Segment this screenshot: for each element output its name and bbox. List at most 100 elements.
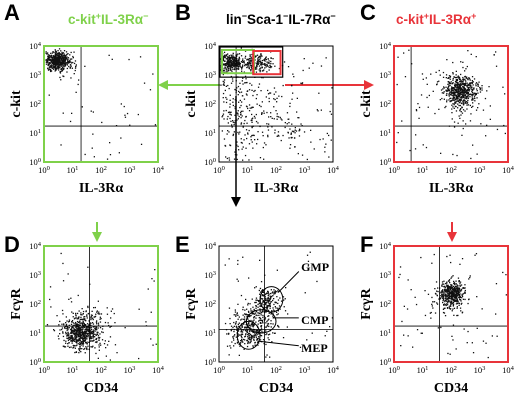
gate-mep xyxy=(236,320,261,350)
y-tick-label: 101 xyxy=(204,328,216,339)
y-tick-label: 104 xyxy=(379,241,392,252)
x-axis-label: IL-3Rα xyxy=(79,181,124,196)
y-axis-label: FcγR xyxy=(359,287,374,319)
scatter-dots xyxy=(398,253,507,359)
x-tick-label: 104 xyxy=(327,165,340,176)
gate-lin-neg xyxy=(219,46,284,78)
x-tick-label: 101 xyxy=(417,165,429,176)
x-tick-label: 102 xyxy=(95,365,107,376)
y-tick-label: 100 xyxy=(29,157,41,168)
y-axis-label: c-kit xyxy=(184,90,199,118)
y-axis-label: FcγR xyxy=(184,287,199,319)
panel-frame xyxy=(43,245,159,363)
x-axis-label: CD34 xyxy=(434,381,468,396)
x-tick-label: 100 xyxy=(38,165,50,176)
x-tick-label: 102 xyxy=(445,165,457,176)
y-tick-label: 100 xyxy=(379,357,391,368)
y-tick-label: 101 xyxy=(379,328,391,339)
x-tick-label: 103 xyxy=(124,365,136,376)
y-tick-label: 103 xyxy=(204,70,216,81)
y-tick-label: 103 xyxy=(29,70,41,81)
x-tick-label: 104 xyxy=(152,165,165,176)
x-tick-label: 101 xyxy=(417,365,429,376)
x-tick-label: 102 xyxy=(270,365,282,376)
y-tick-label: 104 xyxy=(204,241,217,252)
panel-letter: E xyxy=(175,232,190,257)
x-tick-label: 101 xyxy=(67,365,79,376)
x-tick-label: 100 xyxy=(388,365,400,376)
x-tick-label: 102 xyxy=(95,165,107,176)
panel-letter: A xyxy=(4,0,20,25)
x-tick-label: 103 xyxy=(474,365,486,376)
y-tick-label: 102 xyxy=(29,299,41,310)
panel-frame xyxy=(218,245,334,363)
scatter-dots xyxy=(220,47,333,161)
panel-letter: D xyxy=(4,232,20,257)
x-axis-label: IL-3Rα xyxy=(429,181,474,196)
y-tick-label: 101 xyxy=(204,128,216,139)
panel-frame xyxy=(218,45,334,163)
y-axis-label: c-kit xyxy=(9,90,24,118)
y-axis-label: FcγR xyxy=(9,287,24,319)
x-tick-label: 101 xyxy=(242,165,254,176)
panel-title: c-kit+IL-3Rα+ xyxy=(396,11,476,27)
x-tick-label: 103 xyxy=(124,165,136,176)
panel-title: c-kit+IL-3Rα− xyxy=(68,11,148,27)
panel-title: lin−Sca-1−IL-7Rα− xyxy=(226,11,336,27)
population-label-gmp: GMP xyxy=(301,260,329,274)
x-tick-label: 100 xyxy=(38,365,50,376)
y-tick-label: 104 xyxy=(379,41,392,52)
x-tick-label: 100 xyxy=(213,165,225,176)
y-tick-label: 100 xyxy=(379,157,391,168)
y-tick-label: 102 xyxy=(379,99,391,110)
population-label-mep: MEP xyxy=(301,341,328,355)
scatter-dots xyxy=(45,48,157,160)
panel-letter: F xyxy=(360,232,373,257)
x-tick-label: 101 xyxy=(242,365,254,376)
y-tick-label: 100 xyxy=(29,357,41,368)
y-tick-label: 104 xyxy=(204,41,217,52)
y-tick-label: 103 xyxy=(204,270,216,281)
gate-il3r-pos xyxy=(252,50,282,76)
panel-frame xyxy=(393,45,509,163)
x-tick-label: 104 xyxy=(502,165,515,176)
x-tick-label: 104 xyxy=(327,365,340,376)
x-axis-label: IL-3Rα xyxy=(254,181,299,196)
y-tick-label: 103 xyxy=(379,70,391,81)
x-tick-label: 102 xyxy=(445,365,457,376)
y-tick-label: 103 xyxy=(29,270,41,281)
y-tick-label: 101 xyxy=(29,128,41,139)
panel-frame xyxy=(43,45,159,163)
x-tick-label: 102 xyxy=(270,165,282,176)
y-tick-label: 102 xyxy=(379,299,391,310)
x-axis-label: CD34 xyxy=(84,381,118,396)
y-tick-label: 102 xyxy=(204,299,216,310)
x-tick-label: 100 xyxy=(388,165,400,176)
x-tick-label: 103 xyxy=(474,165,486,176)
scatter-dots xyxy=(396,49,506,160)
y-tick-label: 104 xyxy=(29,241,42,252)
y-tick-label: 102 xyxy=(29,99,41,110)
y-tick-label: 102 xyxy=(204,99,216,110)
panel-frame xyxy=(393,245,509,363)
panel-letter: B xyxy=(175,0,191,25)
y-axis-label: c-kit xyxy=(359,90,374,118)
panel-letter: C xyxy=(360,0,376,25)
x-tick-label: 103 xyxy=(299,165,311,176)
y-tick-label: 101 xyxy=(29,328,41,339)
x-axis-label: CD34 xyxy=(259,381,293,396)
y-tick-label: 101 xyxy=(379,128,391,139)
x-tick-label: 101 xyxy=(67,165,79,176)
x-tick-label: 104 xyxy=(502,365,515,376)
y-tick-label: 104 xyxy=(29,41,42,52)
x-tick-label: 103 xyxy=(299,365,311,376)
x-tick-label: 104 xyxy=(152,365,165,376)
y-tick-label: 100 xyxy=(204,357,216,368)
